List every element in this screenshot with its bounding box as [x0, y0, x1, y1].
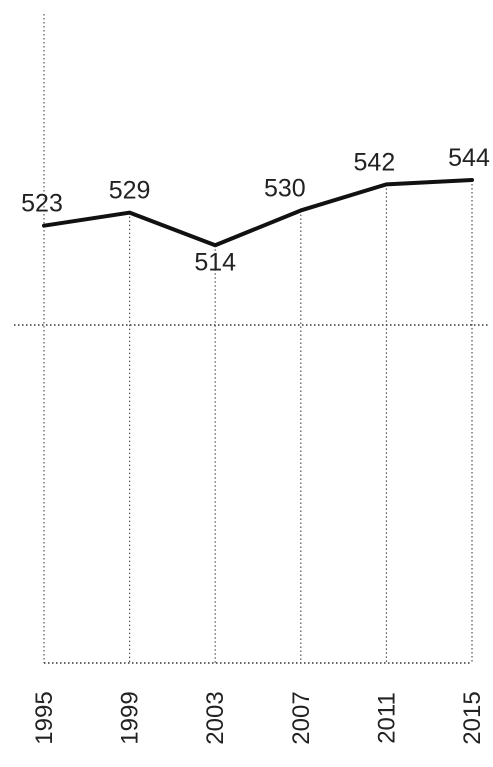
x-tick-label: 2011	[373, 692, 400, 744]
data-label: 542	[354, 148, 396, 176]
data-label: 523	[21, 190, 63, 218]
x-axis-ticks: 1995 1999 2003 2007 2011 2015	[31, 691, 486, 744]
x-tick-label: 1999	[117, 691, 144, 744]
data-label: 514	[194, 248, 236, 276]
x-tick-label: 2015	[459, 691, 486, 744]
data-label: 530	[264, 174, 306, 202]
data-label: 529	[109, 177, 151, 205]
data-labels: 523 529 514 530 542 544	[21, 144, 490, 276]
series-line	[42, 178, 474, 248]
x-tick-label: 1995	[31, 691, 58, 744]
data-label: 544	[448, 144, 490, 172]
grid	[14, 14, 490, 664]
x-tick-label: 2007	[288, 691, 315, 744]
x-tick-label: 2003	[202, 691, 229, 744]
